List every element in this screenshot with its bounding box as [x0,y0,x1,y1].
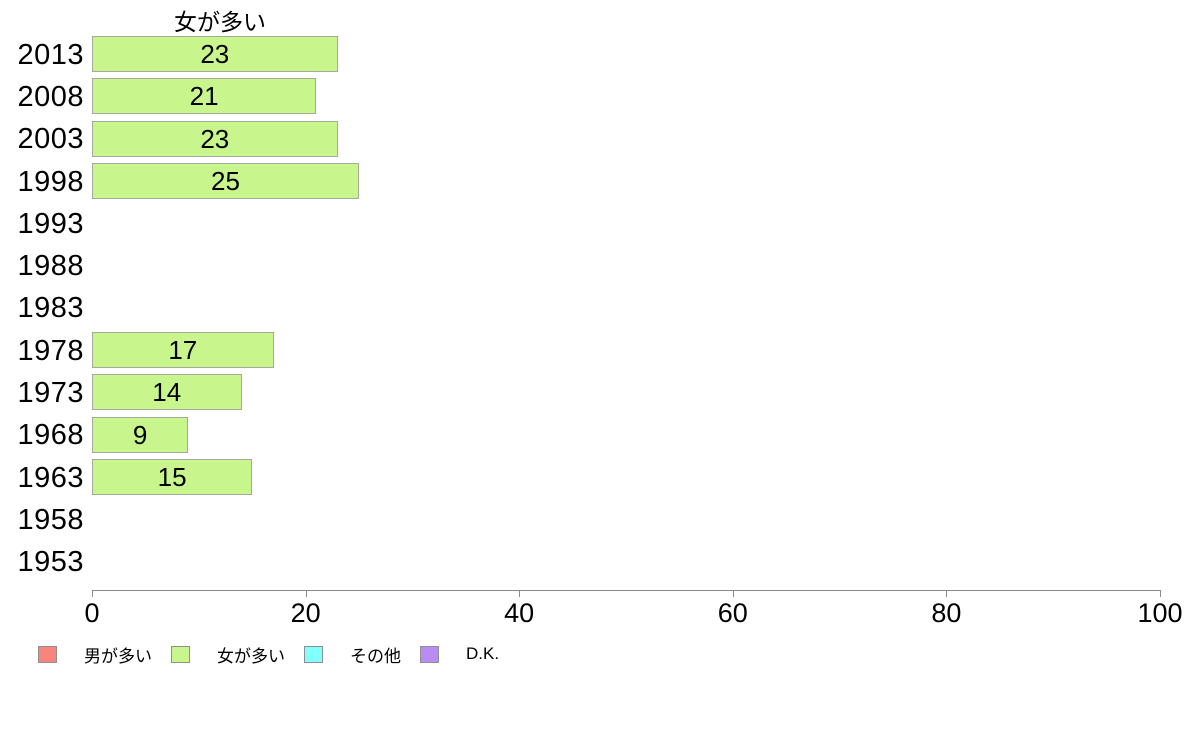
y-axis-label: 1978 [17,334,84,367]
bar-value-label: 23 [200,39,230,69]
bar: 15 [92,459,253,495]
bar-value-label: 17 [168,335,198,366]
x-axis-tick [946,590,948,597]
y-axis-label: 1963 [17,461,84,494]
x-axis-tick [92,590,93,597]
bar: 23 [92,120,338,157]
x-axis-tick-label: 100 [1137,598,1183,628]
bar-row: 2003 23 [0,119,1188,161]
bar-row: 2013 23 [0,34,1188,76]
y-axis-label: 2003 [17,123,84,156]
legend-swatch [420,645,439,663]
legend-item: その他 [304,642,401,667]
x-axis-tick [732,590,734,597]
bar-value-label: 15 [157,462,187,492]
legend-label: その他 [350,646,401,666]
bar: 17 [92,332,274,369]
y-axis-label: 1958 [17,503,84,536]
x-axis-line [92,590,1161,591]
y-axis-label: 1973 [17,377,84,410]
bar-row: 1953 [0,542,1188,584]
x-axis-tick-label: 40 [504,598,535,628]
x-axis-tick [305,590,307,597]
y-axis-label: 2013 [17,38,84,71]
bar-row: 2008 21 [0,76,1188,118]
bar: 23 [92,36,338,72]
x-axis-tick-label: 20 [290,598,321,628]
bar: 14 [92,374,242,411]
x-axis-tick [1160,590,1161,597]
bar-row: 1983 [0,288,1188,330]
bar-value-label: 25 [211,165,240,196]
bar: 25 [92,162,359,199]
x-axis-tick-label: 60 [717,598,748,628]
bar-row: 1963 15 [0,457,1188,499]
legend-swatch [171,645,190,663]
bar-row: 1973 14 [0,372,1188,414]
x-axis-tick [519,590,521,597]
bar: 21 [92,78,317,115]
bar-row: 1993 [0,203,1188,245]
bar-value-label: 9 [132,419,148,450]
y-axis-label: 1988 [17,250,84,283]
legend-label: 男が多い [84,646,152,666]
bar-value-label: 14 [152,377,182,408]
bar-value-label: 23 [200,123,230,154]
bar-row: 1968 9 [0,415,1188,457]
bar-row: 1998 25 [0,161,1188,203]
y-axis-label: 1983 [17,292,84,325]
y-axis-label: 2008 [17,80,84,113]
legend-item: 男が多い [38,642,152,667]
bar-row: 1978 17 [0,330,1188,372]
x-axis-tick-label: 80 [931,598,962,628]
legend-label: D.K. [466,644,500,663]
bar: 9 [92,416,189,453]
legend-swatch [304,645,323,663]
legend-item: D.K. [420,644,499,664]
legend-item: 女が多い [171,642,285,667]
y-axis-label: 1998 [17,165,84,198]
bar-row: 1988 [0,246,1188,288]
bar-row: 1958 [0,499,1188,541]
y-axis-label: 1953 [17,546,84,579]
chart-title: 女が多い [174,9,266,35]
bar-value-label: 21 [189,81,219,112]
legend-label: 女が多い [217,646,285,666]
legend-swatch [38,645,57,663]
legend: 男が多い 女が多い その他 D.K. [38,642,518,667]
y-axis-label: 1993 [17,207,84,240]
y-axis-label: 1968 [17,419,84,452]
x-axis-tick-label: 0 [84,598,100,628]
